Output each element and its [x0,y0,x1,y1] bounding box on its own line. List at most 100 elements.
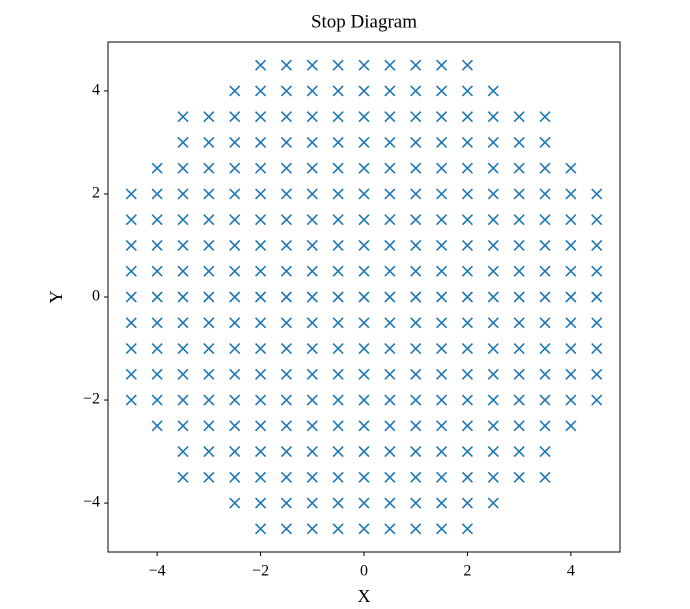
point [229,368,241,380]
point [461,136,473,149]
point [410,471,422,483]
point [306,497,318,509]
point [487,317,499,329]
point [177,188,189,200]
point [151,188,163,200]
point [410,214,422,226]
point [255,162,267,174]
point [436,342,448,355]
point [203,162,215,174]
point [513,136,525,149]
point [384,214,396,226]
point [177,162,189,174]
point [151,368,163,380]
point [177,265,189,277]
point [513,368,525,380]
point [513,291,525,303]
point [565,291,577,303]
point [436,188,448,200]
point [332,445,344,458]
point [229,239,241,252]
point [358,265,370,277]
point [358,445,370,458]
point [591,317,603,329]
point [151,420,163,432]
point [280,214,292,226]
point [384,497,396,509]
point [306,188,318,200]
point [203,239,215,252]
point [565,214,577,226]
point [332,317,344,329]
point [410,291,422,303]
point [306,523,318,535]
point [461,394,473,406]
point [332,162,344,174]
point [513,111,525,123]
point [177,420,189,432]
point [177,445,189,458]
point [539,111,551,123]
point [306,394,318,406]
point [358,291,370,303]
point [280,420,292,432]
point [384,85,396,97]
point [203,471,215,483]
point [410,85,422,97]
point [280,188,292,200]
point [410,445,422,458]
point [151,342,163,355]
point [487,136,499,149]
point [306,445,318,458]
point [280,471,292,483]
point [280,265,292,277]
point [125,265,137,277]
point [358,188,370,200]
point [461,497,473,509]
point [410,317,422,329]
point [255,188,267,200]
point [487,214,499,226]
point [487,291,499,303]
point [487,471,499,483]
point [280,136,292,149]
point [513,420,525,432]
point [203,317,215,329]
point [255,368,267,380]
point [410,59,422,71]
point [565,317,577,329]
point [539,136,551,149]
point [384,394,396,406]
point [461,239,473,252]
point [384,265,396,277]
point [591,394,603,406]
x-tick-label: 2 [463,563,471,580]
point [436,497,448,509]
point [332,420,344,432]
point [203,394,215,406]
point [436,317,448,329]
point [384,136,396,149]
point [125,317,137,329]
point [306,265,318,277]
point [358,136,370,149]
point [461,214,473,226]
point [436,85,448,97]
point [358,342,370,355]
point [539,368,551,380]
point [203,136,215,149]
point [332,214,344,226]
point [384,445,396,458]
point [410,368,422,380]
point [306,291,318,303]
point [513,445,525,458]
point [539,394,551,406]
point [539,471,551,483]
y-tick-label: 2 [92,185,100,202]
point [203,265,215,277]
point [461,162,473,174]
point [410,188,422,200]
point [177,214,189,226]
point [591,368,603,380]
